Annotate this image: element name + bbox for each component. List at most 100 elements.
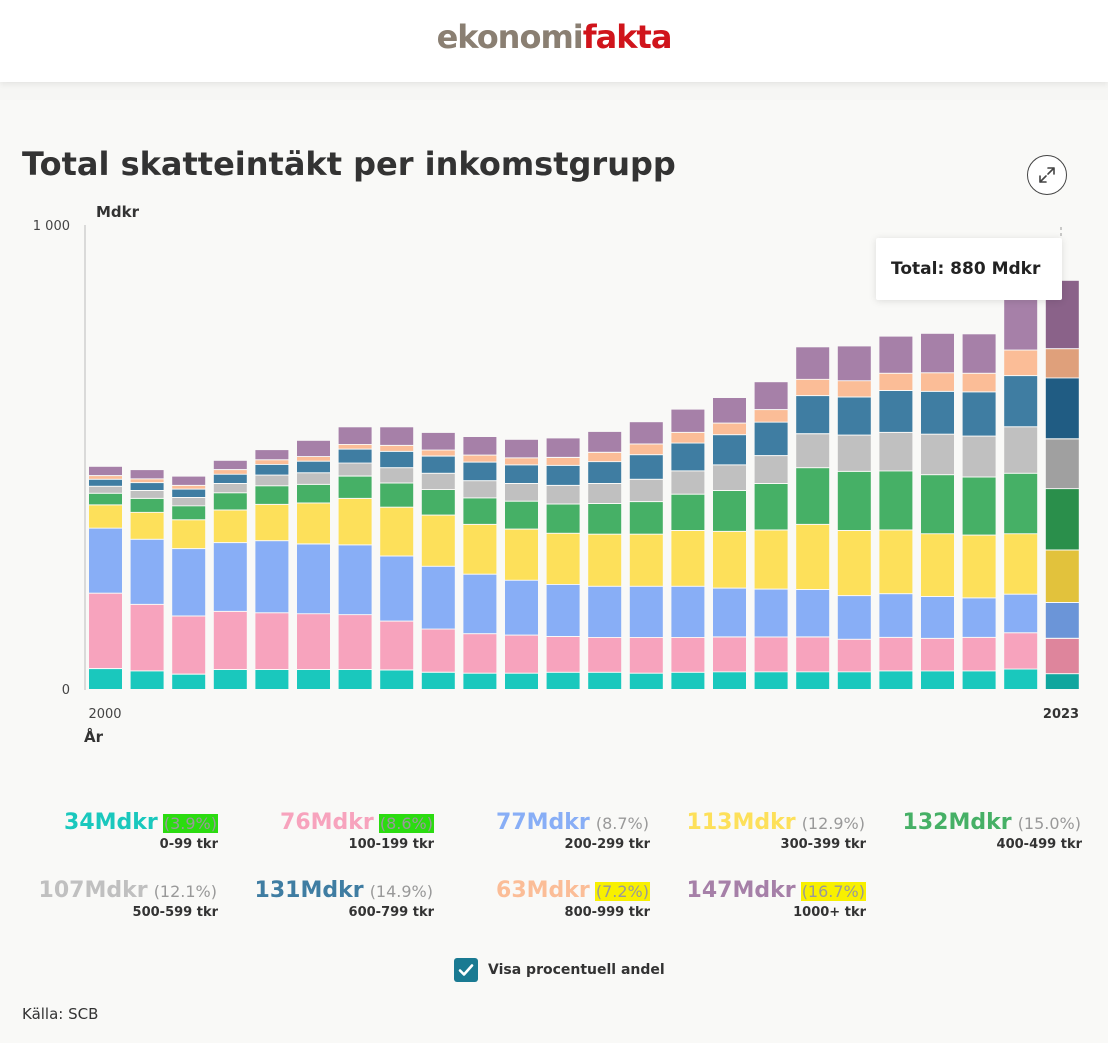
bar-segment[interactable]	[505, 580, 538, 635]
bar-segment[interactable]	[380, 483, 414, 507]
bar-segment[interactable]	[421, 515, 455, 566]
bar-segment[interactable]	[130, 483, 164, 490]
bar-segment[interactable]	[754, 382, 788, 410]
bar-segment[interactable]	[796, 468, 830, 524]
bar-segment[interactable]	[1004, 669, 1038, 690]
bar-segment[interactable]	[172, 520, 206, 549]
bar-segment[interactable]	[879, 432, 913, 471]
legend-item[interactable]: 113Mdkr (12.9%) 300-399 tkr	[566, 810, 866, 852]
bar-segment[interactable]	[713, 398, 746, 423]
bar-segment[interactable]	[629, 502, 663, 534]
bar-segment[interactable]	[297, 484, 330, 503]
bar-segment[interactable]	[338, 444, 372, 449]
bar-segment[interactable]	[671, 494, 705, 530]
bar-segment[interactable]	[463, 481, 497, 498]
bar-segment[interactable]	[962, 436, 996, 477]
bar-segment[interactable]	[837, 596, 871, 639]
bar-segment[interactable]	[1045, 550, 1079, 603]
bar-segment[interactable]	[1045, 674, 1079, 689]
bar-segment[interactable]	[796, 672, 830, 689]
bar-segment[interactable]	[837, 435, 871, 471]
bar-segment[interactable]	[629, 673, 663, 689]
bar-segment[interactable]	[629, 444, 663, 455]
bar-segment[interactable]	[380, 468, 414, 483]
legend-item[interactable]: 147Mdkr (16.7%) 1000+ tkr	[566, 878, 866, 920]
bar-segment[interactable]	[213, 611, 247, 669]
bar-segment[interactable]	[421, 566, 455, 629]
bar-segment[interactable]	[1045, 439, 1079, 489]
bar-segment[interactable]	[255, 486, 289, 504]
bar-segment[interactable]	[1004, 376, 1038, 427]
bar-segment[interactable]	[962, 671, 996, 689]
bar-segment[interactable]	[837, 531, 871, 596]
bar-segment[interactable]	[255, 541, 289, 613]
bar-segment[interactable]	[130, 512, 164, 539]
bar-segment[interactable]	[879, 594, 913, 637]
bar-segment[interactable]	[421, 490, 455, 515]
bar-segment[interactable]	[879, 471, 913, 530]
bar-segment[interactable]	[1004, 473, 1038, 534]
bar-segment[interactable]	[463, 462, 497, 481]
bar-segment[interactable]	[796, 590, 830, 637]
bar-segment[interactable]	[255, 460, 289, 464]
bar-segment[interactable]	[713, 637, 746, 672]
bar-segment[interactable]	[629, 637, 663, 673]
bar-segment[interactable]	[1004, 594, 1038, 633]
bar-segment[interactable]	[255, 464, 289, 475]
bar-segment[interactable]	[297, 440, 330, 457]
bar-segment[interactable]	[1045, 378, 1079, 439]
bar-segment[interactable]	[421, 450, 455, 456]
bar-segment[interactable]	[213, 670, 247, 689]
bar-segment[interactable]	[505, 484, 538, 501]
bar-segment[interactable]	[588, 504, 622, 534]
bar-segment[interactable]	[89, 505, 122, 528]
bar-segment[interactable]	[297, 503, 330, 544]
bar-segment[interactable]	[796, 347, 830, 379]
bar-segment[interactable]	[89, 466, 122, 476]
bar-segment[interactable]	[754, 410, 788, 422]
bar-segment[interactable]	[213, 543, 247, 611]
bar-segment[interactable]	[1004, 427, 1038, 473]
bar-segment[interactable]	[588, 452, 622, 462]
bar-segment[interactable]	[713, 531, 746, 588]
bar-segment[interactable]	[172, 616, 206, 674]
bar-segment[interactable]	[879, 530, 913, 594]
bar-segment[interactable]	[421, 473, 455, 490]
bar-segment[interactable]	[130, 470, 164, 479]
bar-segment[interactable]	[713, 465, 746, 490]
bar-segment[interactable]	[713, 491, 746, 531]
bar-segment[interactable]	[89, 479, 122, 486]
bar-segment[interactable]	[505, 635, 538, 673]
bar-segment[interactable]	[588, 431, 622, 452]
bar-segment[interactable]	[754, 637, 788, 672]
bar-segment[interactable]	[962, 477, 996, 535]
legend-item[interactable]: 77Mdkr (8.7%) 200-299 tkr	[350, 810, 650, 852]
bar-segment[interactable]	[921, 597, 954, 638]
bar-segment[interactable]	[754, 456, 788, 483]
bar-segment[interactable]	[588, 534, 622, 586]
bar-segment[interactable]	[546, 485, 580, 504]
bar-segment[interactable]	[463, 574, 497, 634]
bar-segment[interactable]	[213, 470, 247, 474]
bar-segment[interactable]	[671, 471, 705, 494]
legend-item[interactable]: 107Mdkr (12.1%) 500-599 tkr	[0, 878, 218, 920]
bar-segment[interactable]	[380, 621, 414, 670]
bar-segment[interactable]	[338, 463, 372, 476]
bar-segment[interactable]	[255, 504, 289, 541]
bar-segment[interactable]	[380, 670, 414, 690]
bar-segment[interactable]	[172, 489, 206, 497]
bar-segment[interactable]	[130, 491, 164, 498]
bar-segment[interactable]	[255, 670, 289, 689]
bar-segment[interactable]	[421, 672, 455, 689]
bar-segment[interactable]	[588, 672, 622, 689]
bar-segment[interactable]	[130, 498, 164, 512]
bar-segment[interactable]	[921, 534, 954, 596]
bar-segment[interactable]	[837, 471, 871, 530]
bar-segment[interactable]	[671, 443, 705, 471]
bar-segment[interactable]	[546, 533, 580, 584]
bar-segment[interactable]	[172, 549, 206, 616]
bar-segment[interactable]	[546, 584, 580, 636]
bar-segment[interactable]	[421, 456, 455, 473]
bar-segment[interactable]	[754, 422, 788, 456]
bar-segment[interactable]	[962, 392, 996, 436]
